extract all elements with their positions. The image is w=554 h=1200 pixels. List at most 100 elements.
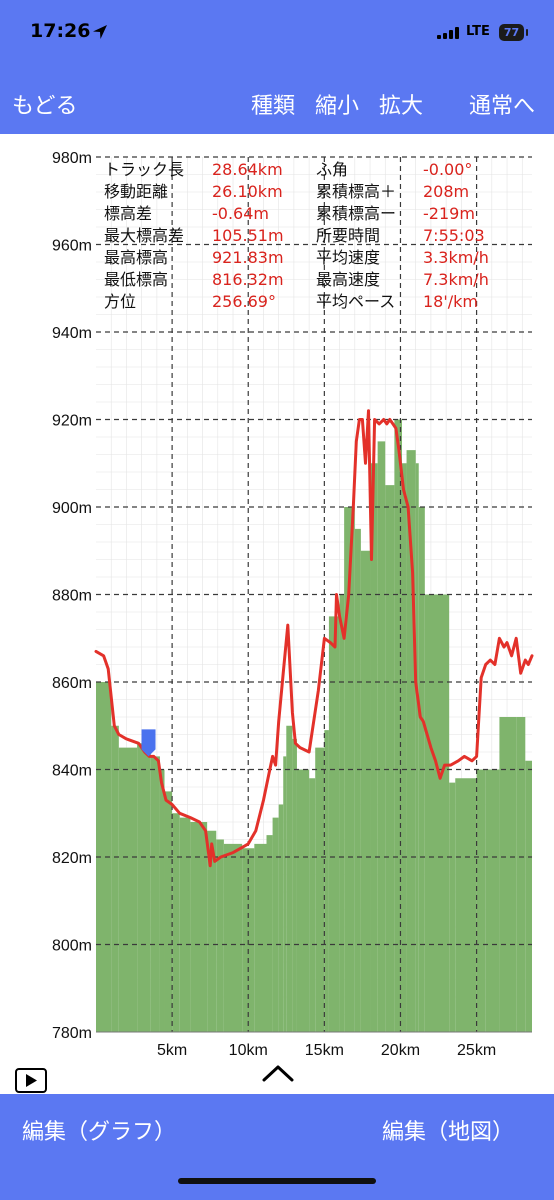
elevation-bar	[137, 743, 151, 1032]
stat-value: 256.69°	[212, 292, 276, 311]
battery-icon: 77	[499, 24, 524, 41]
stat-value: 208m	[423, 182, 469, 201]
stat-value: 7.3km/h	[423, 270, 489, 289]
y-tick-label: 860m	[52, 675, 92, 692]
normal-view-button[interactable]: 通常へ	[469, 94, 536, 119]
stat-value: 3.3km/h	[423, 248, 489, 267]
stat-value: -0.00°	[423, 160, 472, 179]
elevation-bar	[328, 616, 340, 1032]
elevation-bar	[254, 843, 267, 1032]
edit-map-button[interactable]: 編集（地図）	[382, 1120, 515, 1145]
elevation-bar	[406, 450, 416, 1032]
network-label: LTE	[466, 24, 490, 39]
y-tick-label: 920m	[52, 413, 92, 430]
elevation-bar	[516, 717, 526, 1032]
elevation-bar	[172, 813, 180, 1032]
elevation-bar	[525, 760, 532, 1032]
back-button[interactable]: もどる	[12, 94, 78, 119]
zoom-out-button[interactable]: 縮小	[315, 94, 360, 119]
elevation-bar	[394, 419, 402, 1032]
x-tick-label: 20km	[381, 1042, 420, 1059]
edit-graph-button[interactable]: 編集（グラフ）	[22, 1120, 177, 1145]
elevation-bar	[159, 769, 165, 1032]
stat-value: -0.64m	[212, 204, 269, 223]
y-tick-label: 880m	[52, 588, 92, 605]
elevation-bar	[385, 485, 395, 1032]
x-tick-label: 5km	[157, 1042, 187, 1059]
chevron-up-icon[interactable]	[262, 1065, 294, 1082]
y-tick-label: 900m	[52, 500, 92, 517]
elevation-graph-area[interactable]: 780m 800m 820m 840m 860m 880m 900m 920m 940m 960m…	[0, 134, 554, 1094]
stat-value: 18'/km	[423, 292, 478, 311]
elevation-bar	[292, 738, 297, 1032]
elevation-bar	[111, 725, 119, 1032]
elevation-bar	[286, 725, 293, 1032]
y-tick-label: 980m	[52, 150, 92, 167]
elevation-bar	[190, 822, 208, 1032]
stat-value: -219m	[423, 204, 475, 223]
y-tick-label: 960m	[52, 238, 92, 255]
stat-label: 標高差	[104, 204, 152, 223]
elevation-bar	[354, 528, 361, 1032]
elevation-bar	[278, 804, 284, 1032]
stat-value: 28.64km	[212, 160, 283, 179]
x-tick-label: 10km	[229, 1042, 268, 1059]
bottom-toolbar: 編集（グラフ） 編集（地図）	[0, 1094, 554, 1200]
elevation-bar	[309, 778, 316, 1032]
type-button[interactable]: 種類	[251, 94, 296, 119]
elevation-bar	[485, 769, 500, 1032]
elevation-bar	[339, 594, 345, 1032]
y-tick-label: 780m	[52, 1025, 92, 1042]
elevation-bar	[283, 756, 287, 1032]
stat-value: 105.51m	[212, 226, 284, 245]
x-tick-label: 15km	[305, 1042, 344, 1059]
elevation-bar	[449, 782, 456, 1032]
stat-label: 方位	[104, 292, 136, 311]
elevation-bar	[207, 830, 217, 1032]
elevation-bar	[164, 791, 173, 1032]
stat-label: トラック長	[104, 160, 184, 179]
stat-label: 最大標高差	[104, 226, 184, 245]
stat-label: 最高標高	[104, 248, 168, 267]
signal-bars-icon	[437, 27, 459, 39]
elevation-bar	[370, 463, 378, 1032]
elevation-bar	[360, 550, 371, 1032]
stat-label: 累積標高ー	[316, 204, 396, 223]
elevation-bar	[216, 839, 224, 1032]
y-tick-label: 820m	[52, 850, 92, 867]
elevation-bar	[415, 463, 419, 1032]
stat-label: 累積標高＋	[316, 182, 396, 201]
elevation-bar	[476, 769, 486, 1032]
elevation-bar	[179, 817, 191, 1032]
elevation-bar	[401, 463, 407, 1032]
elevation-chart[interactable]: 780m 800m 820m 840m 860m 880m 900m 920m 940m 960m…	[0, 134, 554, 1094]
position-marker-icon[interactable]	[141, 729, 156, 757]
stat-label: 最低標高	[104, 270, 168, 289]
elevation-bar	[499, 717, 517, 1032]
elevation-bar	[377, 441, 386, 1032]
stat-label: 最高速度	[316, 270, 380, 289]
y-tick-label: 940m	[52, 325, 92, 342]
stat-label: ふ角	[316, 160, 348, 179]
stat-label: 移動距離	[104, 182, 168, 201]
elevation-bar	[118, 747, 138, 1032]
stat-value: 26.10km	[212, 182, 283, 201]
stat-label: 平均ペース	[316, 292, 395, 311]
status-time: 17:26	[30, 20, 91, 42]
elevation-bar	[272, 817, 279, 1032]
zoom-in-button[interactable]: 拡大	[379, 94, 424, 119]
elevation-line	[94, 409, 534, 868]
x-tick-label: 25km	[457, 1042, 496, 1059]
stat-value: 816.32m	[212, 270, 284, 289]
elevation-bar	[315, 747, 325, 1032]
battery-nub	[526, 29, 528, 36]
stat-label: 平均速度	[316, 248, 380, 267]
elevation-bar	[455, 778, 477, 1032]
stat-value: 7:55:03	[423, 226, 485, 245]
y-tick-label: 840m	[52, 763, 92, 780]
location-arrow-icon	[93, 25, 107, 39]
y-tick-label: 800m	[52, 938, 92, 955]
stat-label: 所要時間	[316, 226, 380, 245]
stat-value: 921.83m	[212, 248, 284, 267]
status-bar: 17:26 LTE 77	[0, 0, 554, 66]
